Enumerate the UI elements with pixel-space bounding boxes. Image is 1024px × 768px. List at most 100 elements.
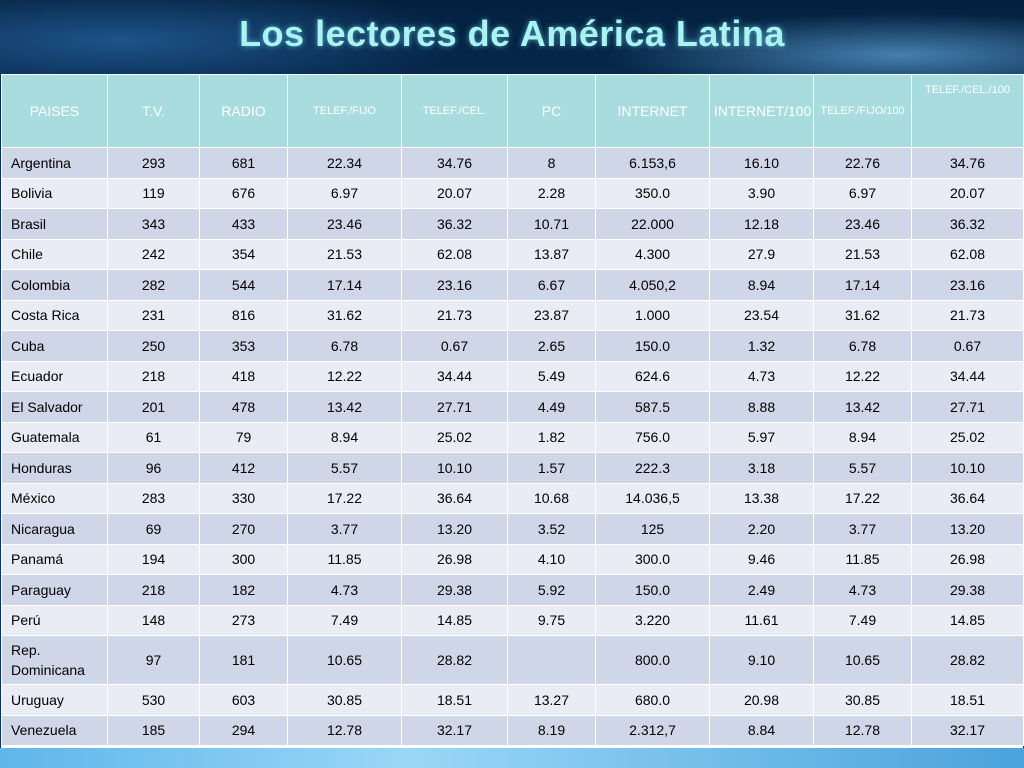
internet-cell: 756.0 xyxy=(595,421,710,453)
telef-cel-cell: 10.10 xyxy=(401,452,508,484)
internet-cell: 680.0 xyxy=(595,684,710,716)
telef-cel-100-cell: 13.20 xyxy=(911,513,1024,545)
telef-fijo-cell: 3.77 xyxy=(287,513,402,545)
telef-cel-100-cell: 32.17 xyxy=(911,714,1024,746)
internet-100-cell: 20.98 xyxy=(709,684,814,716)
country-cell: Costa Rica xyxy=(1,299,108,331)
data-table: PAISES T.V. RADIO TELEF./FIJO TELEF./CEL… xyxy=(1,74,1024,746)
telef-cel-100-cell: 36.32 xyxy=(911,208,1024,240)
country-cell: Uruguay xyxy=(1,684,108,716)
telef-fijo-100-cell: 23.46 xyxy=(813,208,912,240)
tv-cell: 242 xyxy=(107,238,200,270)
telef-fijo-cell: 7.49 xyxy=(287,604,402,636)
internet-100-cell: 11.61 xyxy=(709,604,814,636)
telef-cel-cell: 36.32 xyxy=(401,208,508,240)
table-row: Chile 242 354 21.53 62.08 13.87 4.300 27.9 21.53… xyxy=(1,238,1024,270)
telef-fijo-100-cell: 30.85 xyxy=(813,684,912,716)
pc-cell: 2.65 xyxy=(507,330,596,362)
telef-fijo-cell: 11.85 xyxy=(287,543,402,575)
slide-title: Los lectores de América Latina xyxy=(239,13,785,54)
tv-cell: 96 xyxy=(107,452,200,484)
telef-cel-100-cell: 0.67 xyxy=(911,330,1024,362)
telef-fijo-cell: 10.65 xyxy=(287,635,402,685)
internet-100-cell: 9.46 xyxy=(709,543,814,575)
internet-100-cell: 2.20 xyxy=(709,513,814,545)
radio-cell: 79 xyxy=(199,421,288,453)
internet-cell: 22.000 xyxy=(595,208,710,240)
table-row: Colombia 282 544 17.14 23.16 6.67 4.050,2 8.94 1… xyxy=(1,269,1024,301)
radio-cell: 300 xyxy=(199,543,288,575)
telef-cel-cell: 26.98 xyxy=(401,543,508,575)
telef-cel-cell: 18.51 xyxy=(401,684,508,716)
internet-100-cell: 3.90 xyxy=(709,177,814,209)
telef-fijo-100-cell: 3.77 xyxy=(813,513,912,545)
internet-100-cell: 4.73 xyxy=(709,360,814,392)
telef-cel-cell: 36.64 xyxy=(401,482,508,514)
telef-cel-100-cell: 10.10 xyxy=(911,452,1024,484)
telef-fijo-100-cell: 7.49 xyxy=(813,604,912,636)
table-row: Paraguay 218 182 4.73 29.38 5.92 150.0 2.49 4.73… xyxy=(1,574,1024,606)
radio-cell: 353 xyxy=(199,330,288,362)
table-row: Guatemala 61 79 8.94 25.02 1.82 756.0 5.97 8.94 2… xyxy=(1,421,1024,453)
telef-fijo-cell: 4.73 xyxy=(287,574,402,606)
telef-cel-100-cell: 29.38 xyxy=(911,574,1024,606)
internet-cell: 125 xyxy=(595,513,710,545)
pc-cell: 1.57 xyxy=(507,452,596,484)
table-row: Venezuela 185 294 12.78 32.17 8.19 2.312,7 8.84… xyxy=(1,714,1024,746)
telef-cel-cell: 14.85 xyxy=(401,604,508,636)
country-cell: Chile xyxy=(1,238,108,270)
radio-cell: 412 xyxy=(199,452,288,484)
telef-fijo-100-cell: 13.42 xyxy=(813,391,912,423)
radio-cell: 294 xyxy=(199,714,288,746)
header-telef-cel-100: TELEF./CEL./100 xyxy=(911,74,1024,148)
telef-cel-100-cell: 26.98 xyxy=(911,543,1024,575)
header-radio: RADIO xyxy=(199,74,288,148)
internet-cell: 4.300 xyxy=(595,238,710,270)
pc-cell: 10.68 xyxy=(507,482,596,514)
radio-cell: 270 xyxy=(199,513,288,545)
pc-cell: 8.19 xyxy=(507,714,596,746)
pc-cell: 13.27 xyxy=(507,684,596,716)
tv-cell: 231 xyxy=(107,299,200,331)
internet-cell: 4.050,2 xyxy=(595,269,710,301)
radio-cell: 478 xyxy=(199,391,288,423)
pc-cell: 4.10 xyxy=(507,543,596,575)
tv-cell: 218 xyxy=(107,574,200,606)
telef-fijo-cell: 6.97 xyxy=(287,177,402,209)
pc-cell: 2.28 xyxy=(507,177,596,209)
telef-fijo-cell: 6.78 xyxy=(287,330,402,362)
telef-cel-100-cell: 34.44 xyxy=(911,360,1024,392)
tv-cell: 283 xyxy=(107,482,200,514)
telef-cel-100-cell: 18.51 xyxy=(911,684,1024,716)
telef-cel-100-cell: 62.08 xyxy=(911,238,1024,270)
radio-cell: 603 xyxy=(199,684,288,716)
internet-cell: 222.3 xyxy=(595,452,710,484)
telef-cel-cell: 32.17 xyxy=(401,714,508,746)
country-cell: Nicaragua xyxy=(1,513,108,545)
telef-fijo-cell: 22.34 xyxy=(287,147,402,179)
country-cell: México xyxy=(1,482,108,514)
telef-cel-cell: 29.38 xyxy=(401,574,508,606)
internet-cell: 350.0 xyxy=(595,177,710,209)
country-cell: Argentina xyxy=(1,147,108,179)
telef-cel-cell: 13.20 xyxy=(401,513,508,545)
telef-cel-100-cell: 34.76 xyxy=(911,147,1024,179)
telef-cel-cell: 34.76 xyxy=(401,147,508,179)
header-pc: PC xyxy=(507,74,596,148)
tv-cell: 97 xyxy=(107,635,200,685)
pc-cell: 5.92 xyxy=(507,574,596,606)
telef-cel-cell: 34.44 xyxy=(401,360,508,392)
radio-cell: 681 xyxy=(199,147,288,179)
telef-fijo-100-cell: 6.78 xyxy=(813,330,912,362)
radio-cell: 273 xyxy=(199,604,288,636)
radio-cell: 181 xyxy=(199,635,288,685)
internet-100-cell: 16.10 xyxy=(709,147,814,179)
slide-footer-band xyxy=(0,748,1024,768)
country-cell: Bolivia xyxy=(1,177,108,209)
telef-cel-100-cell: 14.85 xyxy=(911,604,1024,636)
tv-cell: 530 xyxy=(107,684,200,716)
telef-fijo-100-cell: 17.22 xyxy=(813,482,912,514)
telef-fijo-100-cell: 10.65 xyxy=(813,635,912,685)
internet-100-cell: 12.18 xyxy=(709,208,814,240)
telef-cel-cell: 21.73 xyxy=(401,299,508,331)
